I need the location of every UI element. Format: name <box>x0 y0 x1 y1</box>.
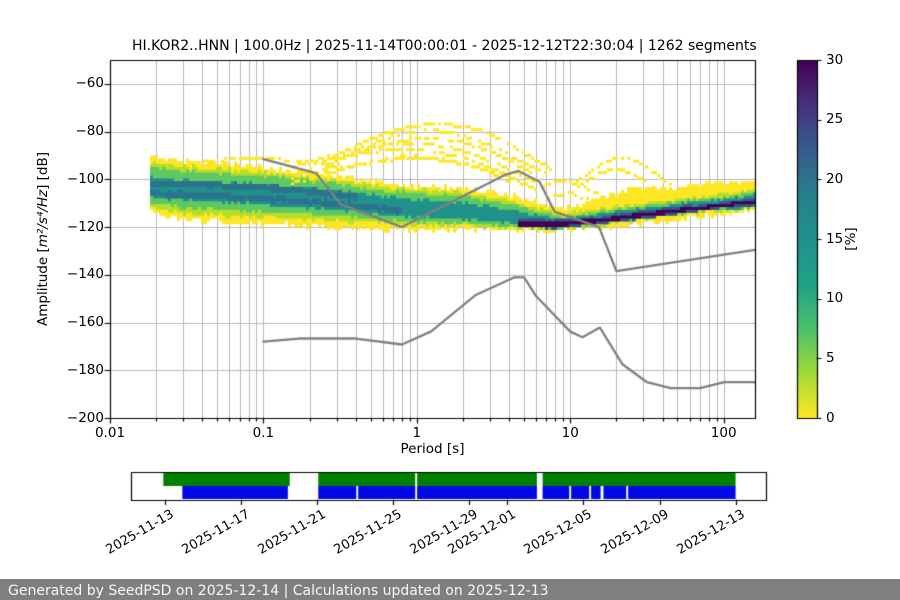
y-tick-label: −180 <box>66 361 104 378</box>
status-text: Generated by SeedPSD on 2025-12-14 | Cal… <box>8 583 549 599</box>
y-tick-label: −200 <box>66 409 104 426</box>
x-tick-label: 1 <box>412 425 422 441</box>
y-tick-label: −140 <box>66 266 104 283</box>
status-bar: Generated by SeedPSD on 2025-12-14 | Cal… <box>0 579 900 600</box>
colorbar-tick-label: 25 <box>826 111 844 128</box>
x-tick-label: 0.1 <box>252 425 275 441</box>
y-tick-label: −100 <box>66 170 104 187</box>
colorbar-tick-label: 10 <box>826 290 844 307</box>
colorbar-tick-label: 15 <box>826 230 844 247</box>
y-tick-label: −80 <box>75 123 105 140</box>
y-tick-label: −60 <box>75 75 105 92</box>
y-tick-label: −160 <box>66 314 104 331</box>
colorbar-tick-label: 20 <box>826 170 844 187</box>
colorbar-tick-label: 5 <box>826 349 835 366</box>
plot-title: HI.KOR2..HNN | 100.0Hz | 2025-11-14T00:0… <box>132 38 757 54</box>
colorbar-tick-label: 0 <box>826 409 835 426</box>
colorbar-label: [%] <box>843 227 859 251</box>
x-tick-label: 100 <box>710 425 737 441</box>
x-tick-label: 0.01 <box>94 425 126 441</box>
colorbar-tick-label: 30 <box>826 51 844 68</box>
x-tick-label: 10 <box>561 425 579 441</box>
y-tick-label: −120 <box>66 218 104 235</box>
x-axis-label: Period [s] <box>400 441 465 457</box>
